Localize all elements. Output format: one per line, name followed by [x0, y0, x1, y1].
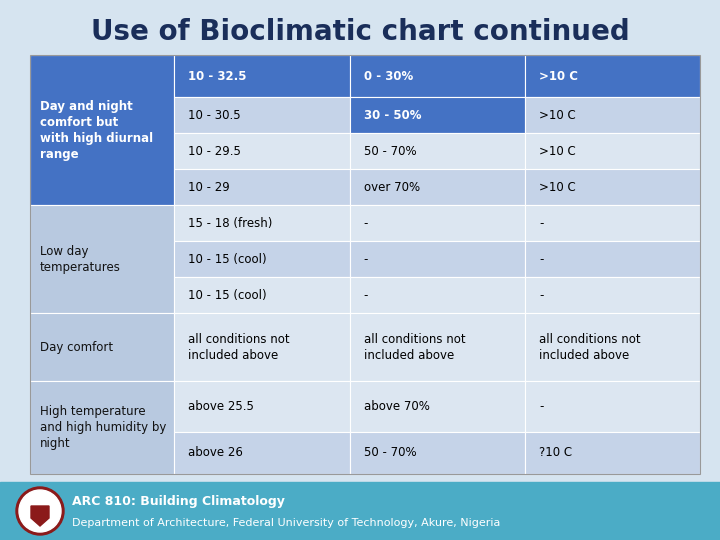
Bar	[525, 381, 700, 431]
Bar	[350, 205, 525, 241]
Bar	[30, 55, 174, 205]
Bar	[350, 133, 525, 169]
Circle shape	[19, 490, 61, 532]
Bar	[174, 313, 350, 381]
Bar	[350, 97, 525, 133]
Bar	[350, 241, 525, 277]
Text: -: -	[364, 217, 368, 230]
Bar	[0, 482, 720, 540]
Bar	[30, 55, 700, 474]
Bar	[525, 55, 700, 97]
Text: 10 - 29: 10 - 29	[188, 181, 230, 194]
Bar	[525, 313, 700, 381]
Text: High temperature
and high humidity by
night: High temperature and high humidity by ni…	[40, 405, 166, 450]
Text: over 70%: over 70%	[364, 181, 420, 194]
Bar	[30, 381, 174, 474]
Text: >10 C: >10 C	[539, 181, 576, 194]
Text: Use of Bioclimatic chart continued: Use of Bioclimatic chart continued	[91, 18, 629, 46]
Text: above 26: above 26	[188, 447, 243, 460]
Bar	[350, 431, 525, 474]
Text: ARC 810: Building Climatology: ARC 810: Building Climatology	[72, 495, 285, 508]
Bar	[350, 169, 525, 205]
Text: -: -	[364, 289, 368, 302]
Bar	[525, 205, 700, 241]
Bar	[350, 277, 525, 313]
Bar	[174, 55, 350, 97]
Bar	[350, 381, 525, 431]
Bar	[30, 205, 174, 313]
Text: -: -	[539, 289, 544, 302]
Text: -: -	[539, 253, 544, 266]
Text: 10 - 15 (cool): 10 - 15 (cool)	[188, 253, 266, 266]
Bar	[174, 277, 350, 313]
Text: >10 C: >10 C	[539, 70, 578, 83]
Text: all conditions not
included above: all conditions not included above	[188, 333, 289, 362]
Text: 50 - 70%: 50 - 70%	[364, 447, 416, 460]
Text: 50 - 70%: 50 - 70%	[364, 145, 416, 158]
Bar	[174, 241, 350, 277]
Text: 10 - 15 (cool): 10 - 15 (cool)	[188, 289, 266, 302]
Text: Day and night
comfort but
with high diurnal
range: Day and night comfort but with high diur…	[40, 99, 153, 160]
Bar	[174, 97, 350, 133]
Text: Day comfort: Day comfort	[40, 341, 113, 354]
Bar	[30, 313, 174, 381]
Bar	[174, 169, 350, 205]
Text: all conditions not
included above: all conditions not included above	[539, 333, 641, 362]
Bar	[174, 431, 350, 474]
FancyArrow shape	[31, 506, 49, 526]
Bar	[525, 277, 700, 313]
Bar	[525, 133, 700, 169]
Text: -: -	[364, 253, 368, 266]
Bar	[174, 381, 350, 431]
Text: 0 - 30%: 0 - 30%	[364, 70, 413, 83]
Bar	[350, 313, 525, 381]
Text: 10 - 30.5: 10 - 30.5	[188, 109, 240, 122]
Bar	[174, 133, 350, 169]
Bar	[525, 241, 700, 277]
Text: 15 - 18 (fresh): 15 - 18 (fresh)	[188, 217, 272, 230]
Bar	[525, 169, 700, 205]
Bar	[350, 55, 525, 97]
Text: ?10 C: ?10 C	[539, 447, 572, 460]
Text: 10 - 32.5: 10 - 32.5	[188, 70, 246, 83]
Bar	[525, 431, 700, 474]
Text: >10 C: >10 C	[539, 109, 576, 122]
Text: 10 - 29.5: 10 - 29.5	[188, 145, 241, 158]
Text: 30 - 50%: 30 - 50%	[364, 109, 421, 122]
Text: >10 C: >10 C	[539, 145, 576, 158]
Text: above 70%: above 70%	[364, 400, 430, 413]
Text: all conditions not
included above: all conditions not included above	[364, 333, 465, 362]
Text: above 25.5: above 25.5	[188, 400, 254, 413]
Bar	[525, 97, 700, 133]
Text: Low day
temperatures: Low day temperatures	[40, 245, 121, 274]
Text: Department of Architecture, Federal University of Technology, Akure, Nigeria: Department of Architecture, Federal Univ…	[72, 518, 500, 528]
Bar	[174, 205, 350, 241]
Text: -: -	[539, 400, 544, 413]
Circle shape	[16, 487, 64, 535]
Text: -: -	[539, 217, 544, 230]
